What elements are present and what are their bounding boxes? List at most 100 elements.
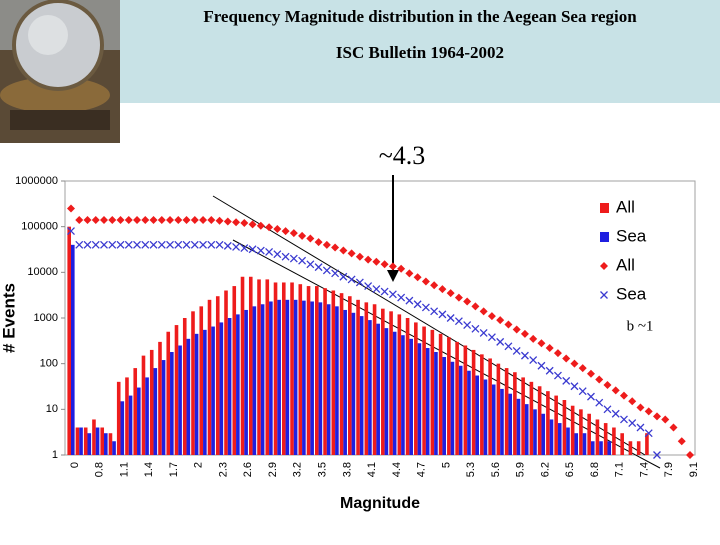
x-marker (537, 361, 546, 370)
bar (302, 300, 306, 455)
x-marker (124, 240, 133, 249)
diamond-marker (347, 249, 356, 258)
x-tick-label: 7.9 (663, 462, 675, 477)
diamond-marker (578, 364, 587, 373)
x-tick-label: 3.2 (292, 462, 304, 477)
diamond-marker (149, 215, 158, 224)
x-marker (454, 317, 463, 326)
x-marker (405, 296, 414, 305)
bar (326, 304, 331, 455)
x-tick-label: 3.8 (341, 462, 353, 477)
diamond-marker (512, 325, 521, 334)
diamond-marker (471, 302, 480, 311)
bar (409, 338, 413, 455)
bar (285, 299, 290, 455)
diamond-marker (496, 316, 505, 325)
bar (290, 282, 294, 455)
x-marker (644, 429, 653, 438)
bar (554, 395, 558, 455)
bar (430, 329, 435, 455)
globe-picture (0, 0, 120, 143)
bar (389, 311, 393, 455)
diamond-marker (83, 215, 92, 224)
bar (574, 433, 579, 455)
x-tick-label: 4.1 (366, 462, 378, 477)
diamond-marker (331, 243, 340, 252)
bar (397, 314, 402, 455)
x-marker (157, 240, 166, 249)
legend-label: Sea (616, 284, 647, 303)
bar (219, 322, 224, 455)
diamond-marker (504, 320, 513, 329)
bar (199, 306, 204, 455)
bar (161, 360, 166, 455)
diamond-marker (586, 369, 595, 378)
y-tick-label: 1000000 (15, 175, 58, 187)
diamond-marker (537, 339, 546, 348)
diamond-marker (454, 293, 463, 302)
bar (455, 341, 459, 455)
diamond-marker (438, 285, 447, 294)
bar (359, 316, 364, 455)
bar (546, 391, 550, 455)
bar (425, 348, 430, 455)
diamond-marker (430, 281, 439, 290)
diamond-marker (421, 277, 430, 286)
x-tick-label: 1.1 (118, 462, 130, 477)
bar (318, 302, 323, 455)
x-marker (314, 263, 323, 272)
bar (315, 286, 319, 455)
bar (417, 343, 422, 455)
diamond-marker (289, 229, 298, 238)
diamond-marker (157, 215, 166, 224)
legend-swatch (600, 203, 609, 213)
bar (401, 335, 405, 455)
y-tick-label: 10000 (27, 266, 58, 278)
x-tick-label: 0.8 (94, 462, 106, 477)
bar (500, 388, 504, 455)
x-axis-title: Magnitude (340, 495, 420, 512)
diamond-marker (644, 407, 653, 416)
legend-label: Sea (616, 226, 647, 245)
x-tick-label: 6.2 (539, 462, 551, 477)
x-marker (298, 256, 307, 265)
diamond-marker (619, 391, 628, 400)
diamond-marker (686, 451, 694, 459)
x-marker (487, 333, 496, 342)
diamond-marker (364, 255, 373, 264)
x-marker (347, 275, 356, 284)
annotation: b ~1 (627, 318, 654, 334)
x-marker (289, 254, 298, 263)
bar (587, 413, 591, 455)
bar (405, 318, 410, 455)
diamond-marker (669, 423, 678, 432)
y-tick-label: 100000 (21, 221, 58, 233)
x-marker (620, 415, 628, 424)
x-marker (190, 240, 199, 249)
bar (104, 433, 108, 455)
diamond-marker (603, 381, 612, 390)
bar (232, 286, 237, 455)
diamond-marker (199, 215, 208, 224)
bar (269, 301, 273, 455)
bar (141, 355, 146, 455)
bar (620, 433, 624, 455)
x-marker (240, 244, 249, 253)
bar (562, 400, 567, 455)
x-tick-label: 4.4 (391, 462, 403, 477)
bar (607, 441, 612, 455)
bar (392, 331, 397, 455)
x-marker (83, 240, 92, 249)
diamond-marker (174, 215, 183, 224)
bar (79, 427, 83, 455)
bar (372, 304, 377, 455)
x-marker (91, 240, 100, 249)
subtitle: ISC Bulletin 1964-2002 (336, 43, 504, 62)
bar (335, 306, 339, 455)
bar (178, 345, 182, 455)
bar (170, 352, 174, 455)
x-marker (273, 250, 282, 259)
bar (463, 345, 468, 455)
diamond-marker (223, 217, 232, 226)
